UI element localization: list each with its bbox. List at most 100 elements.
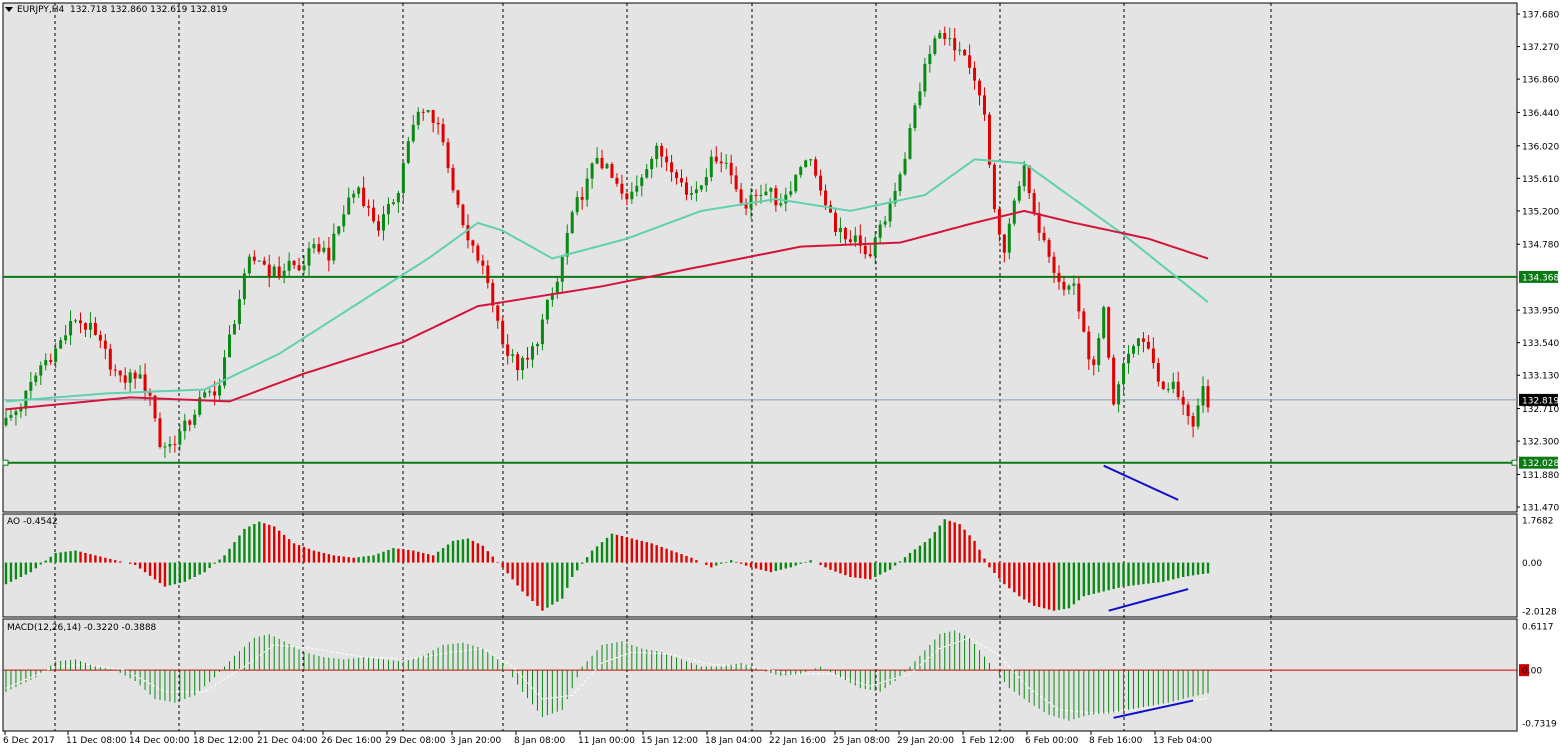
candle-body	[973, 67, 977, 81]
candle-body	[1087, 331, 1091, 360]
candle-body	[689, 193, 693, 195]
candle-body	[188, 420, 192, 425]
candle-body	[560, 256, 564, 282]
candle-body	[987, 114, 991, 165]
candle-body	[4, 417, 8, 426]
candle-body	[759, 194, 763, 196]
candle-body	[858, 235, 862, 246]
candle-body	[1186, 404, 1190, 417]
candle-body	[391, 202, 395, 205]
candle-body	[133, 372, 137, 379]
candle-body	[347, 197, 351, 215]
candle-body	[526, 357, 530, 360]
candle-body	[1201, 386, 1205, 406]
candle-body	[252, 256, 256, 261]
time-axis-label: 14 Dec 00:00	[129, 736, 190, 746]
candle-body	[143, 374, 147, 392]
candle-body	[665, 156, 669, 163]
candle-body	[1072, 283, 1076, 286]
ma-slow-line	[5, 209, 1209, 411]
price-axis-label: 136.440	[1522, 109, 1559, 119]
candle-body	[108, 348, 112, 370]
price-axis-label: 132.028	[1522, 459, 1559, 469]
candle-body	[535, 344, 539, 347]
candle-body	[416, 111, 420, 125]
level-handle	[2, 459, 9, 466]
candle-body	[714, 156, 718, 162]
candle-body	[14, 411, 18, 416]
candle-body	[431, 110, 435, 123]
candle-body	[540, 319, 544, 345]
dropdown-triangle-icon[interactable]	[5, 7, 13, 12]
candle-body	[978, 80, 982, 96]
candle-body	[277, 266, 281, 278]
candle-body	[64, 335, 68, 341]
candle-body	[1037, 212, 1041, 233]
ao-axis-label: 1.7682	[1522, 517, 1554, 527]
candle-body	[908, 128, 912, 159]
time-axis-label: 8 Jan 08:00	[514, 736, 566, 746]
time-axis-label: 25 Jan 08:00	[833, 736, 890, 746]
price-axis-label: 132.710	[1522, 405, 1559, 415]
candle-body	[545, 299, 549, 320]
candle-body	[287, 260, 291, 271]
candle-body	[675, 172, 679, 179]
candle-body	[893, 191, 897, 204]
candle-body	[660, 145, 664, 157]
candle-body	[843, 228, 847, 240]
main-panel	[2, 2, 1518, 513]
candle-body	[814, 159, 818, 176]
candle-body	[670, 162, 674, 173]
macd-panel	[2, 618, 1518, 732]
candle-body	[1062, 281, 1066, 290]
candle-body	[476, 245, 480, 261]
candle-body	[491, 282, 495, 306]
candle-body	[794, 174, 798, 192]
price-axis-label: 132.300	[1522, 438, 1559, 448]
candle-body	[118, 370, 122, 376]
candle-body	[471, 240, 475, 246]
candle-body	[521, 357, 525, 371]
time-axis-label: 29 Dec 08:00	[385, 736, 446, 746]
candle-body	[789, 191, 793, 195]
candle-body	[1067, 285, 1071, 290]
candle-body	[1017, 186, 1021, 201]
candle-body	[208, 391, 212, 393]
candle-body	[724, 162, 728, 164]
candle-body	[332, 233, 336, 261]
candle-body	[501, 320, 505, 345]
macd-axis-label: 0.6117	[1522, 623, 1554, 633]
candle-body	[570, 212, 574, 233]
candle-body	[98, 334, 102, 341]
candle-body	[506, 344, 510, 356]
price-axis-label: 133.950	[1522, 307, 1559, 317]
candle-body	[982, 95, 986, 115]
candle-body	[1166, 388, 1170, 390]
candle-body	[1052, 256, 1056, 273]
candle-body	[625, 193, 629, 200]
price-axis-label: 133.130	[1522, 372, 1559, 382]
candle-body	[888, 203, 892, 222]
candle-body	[377, 221, 381, 231]
candle-body	[764, 191, 768, 195]
candle-body	[868, 254, 872, 257]
level-price-tag	[1519, 456, 1558, 469]
candle-body	[873, 237, 877, 257]
candle-body	[1112, 357, 1116, 405]
candle-body	[461, 204, 465, 226]
candle-body	[1141, 338, 1145, 342]
candle-body	[19, 408, 23, 412]
candle-body	[963, 49, 967, 56]
price-axis-label: 137.270	[1522, 43, 1559, 53]
candle-body	[307, 248, 311, 266]
candle-body	[183, 420, 187, 432]
candle-body	[1107, 307, 1111, 358]
candle-body	[898, 174, 902, 192]
candle-body	[1022, 165, 1026, 187]
candle-body	[605, 164, 609, 169]
price-axis-label: 131.880	[1522, 471, 1559, 481]
candle-body	[297, 265, 301, 271]
candle-body	[292, 260, 296, 266]
